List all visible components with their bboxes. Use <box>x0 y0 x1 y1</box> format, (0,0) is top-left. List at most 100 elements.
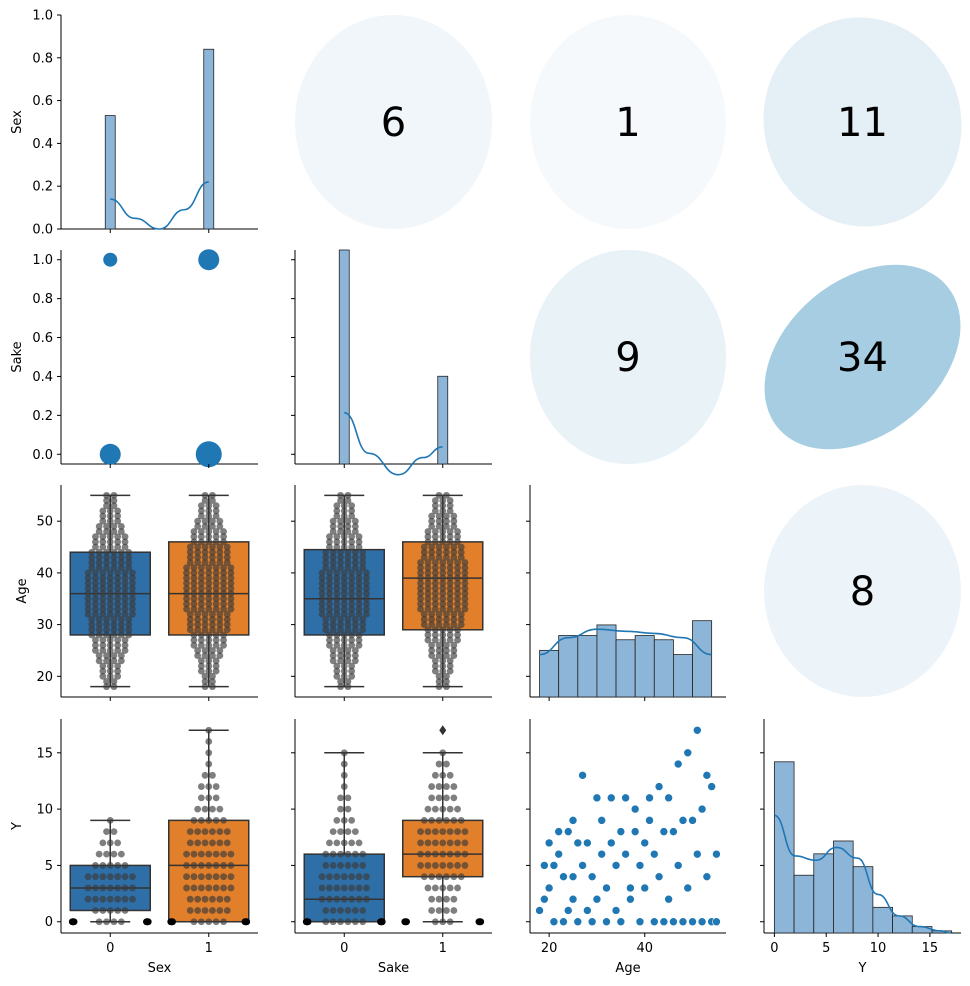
box-swarm-panel: 0 5 10 15 0 1 <box>36 719 258 956</box>
scatter-point <box>697 917 707 927</box>
swarm-point <box>431 805 439 813</box>
swarm-point <box>344 548 352 556</box>
swarm-point <box>110 626 118 634</box>
swarm-point <box>205 662 213 670</box>
swarm-point <box>194 828 202 836</box>
swarm-point <box>450 553 458 561</box>
swarm-point <box>439 626 447 634</box>
swarm-point <box>194 616 202 623</box>
swarm-point <box>186 839 194 847</box>
swarm-point <box>95 626 103 634</box>
swarm-point <box>333 533 341 541</box>
scatter-point <box>669 827 678 836</box>
swarm-point <box>70 918 78 926</box>
scatter-point <box>606 793 616 803</box>
swarm-point <box>435 760 443 768</box>
swarm-point <box>340 605 348 613</box>
swarm-point <box>454 574 461 582</box>
swarm-point <box>114 672 122 680</box>
swarm-point <box>326 605 333 613</box>
swarm-point <box>446 850 454 858</box>
histogram-panel <box>291 249 492 476</box>
scatter-point <box>549 917 559 927</box>
swarm-point <box>424 636 432 644</box>
swarm-point <box>351 918 359 926</box>
swarm-point <box>431 631 439 639</box>
swarm-point <box>114 907 122 914</box>
swarm-point <box>326 884 333 892</box>
y-tick-label: 0.2 <box>32 180 53 195</box>
swarm-point <box>99 569 107 577</box>
swarm-point <box>329 564 337 572</box>
swarm-point <box>351 828 359 836</box>
swarm-point <box>169 918 176 926</box>
swarm-point <box>337 522 344 530</box>
scatter-point <box>649 849 659 859</box>
swarm-point <box>333 512 341 520</box>
swarm-point <box>129 574 136 582</box>
scatter-point <box>621 793 630 803</box>
swarm-point <box>340 816 348 824</box>
swarm-point <box>106 538 114 546</box>
swarm-point <box>106 610 114 618</box>
swarm-point <box>454 533 461 541</box>
swarm-point <box>220 595 227 603</box>
scatter-point <box>535 906 544 915</box>
swarm-point <box>318 569 326 577</box>
swarm-point <box>201 626 209 634</box>
swarm-point <box>209 907 216 914</box>
swarm-point <box>205 631 213 639</box>
correlation-ellipse <box>295 15 492 229</box>
swarm-point <box>435 652 443 660</box>
scatter-point <box>554 849 563 859</box>
swarm-point <box>186 828 194 836</box>
swarm-point <box>355 605 363 613</box>
histogram-bar <box>872 906 893 934</box>
swarm-point <box>348 839 356 847</box>
swarm-point <box>121 862 129 869</box>
swarm-point <box>326 574 333 582</box>
x-tick-label: 40 <box>636 941 653 956</box>
swarm-point <box>348 538 356 546</box>
correlation-ellipse <box>530 250 726 464</box>
swarm-point <box>344 657 352 665</box>
correlation-ellipse-panel: 34 <box>764 264 961 450</box>
swarm-point <box>424 585 432 592</box>
swarm-point <box>106 873 114 881</box>
swarm-point <box>326 839 333 847</box>
swarm-point <box>337 657 344 665</box>
correlation-ellipse-panel: 6 <box>295 15 492 229</box>
swarm-point <box>322 850 330 858</box>
bubble-point <box>198 249 220 271</box>
swarm-point <box>431 590 439 597</box>
swarm-point <box>439 850 447 858</box>
swarm-point <box>359 862 367 869</box>
swarm-point <box>351 657 359 665</box>
swarm-point <box>439 839 447 847</box>
swarm-point <box>348 636 356 644</box>
swarm-point <box>424 559 432 566</box>
swarm-point <box>333 502 341 510</box>
swarm-point <box>227 595 235 603</box>
swarm-point <box>114 667 122 675</box>
swarm-point <box>103 522 110 530</box>
swarm-point <box>99 672 107 680</box>
swarm-point <box>337 548 344 556</box>
swarm-point <box>363 585 370 592</box>
swarm-point <box>450 816 458 824</box>
swarm-point <box>450 517 458 525</box>
swarm-point <box>457 816 465 824</box>
swarm-point <box>363 595 370 603</box>
swarm-point <box>340 502 348 510</box>
swarm-point <box>88 621 96 629</box>
swarm-point <box>92 600 99 608</box>
correlation-ellipse-panel: 8 <box>764 485 961 697</box>
swarm-point <box>212 884 220 892</box>
swarm-point <box>351 862 359 869</box>
swarm-point <box>209 543 216 551</box>
swarm-point <box>212 783 220 790</box>
swarm-point <box>194 543 202 551</box>
scatter-point <box>664 894 673 904</box>
swarm-point <box>129 600 136 608</box>
swarm-point <box>446 497 454 504</box>
